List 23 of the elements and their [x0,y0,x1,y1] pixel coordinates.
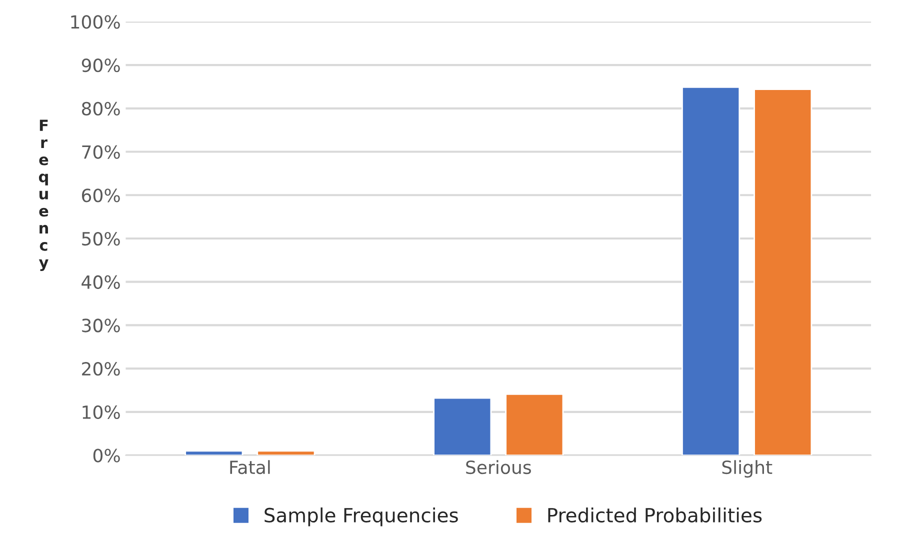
y-tick-label: 50% [82,232,120,246]
y-tick-label: 10% [82,405,120,420]
bar [505,393,564,456]
y-tick-label: 60% [82,188,120,202]
y-tick-label: 20% [82,362,120,376]
bar [433,397,492,456]
legend-label: Sample Frequencies [264,507,458,526]
y-tick-label: 0% [93,448,120,462]
y-tick-label: 90% [82,58,120,72]
y-tick-label: 80% [82,102,120,116]
bar [754,88,812,456]
x-tick-label: Serious [466,460,531,474]
y-tick-label: 70% [82,145,120,159]
y-tick-label: 30% [82,318,120,332]
bar [682,86,740,456]
text: F r e q u e n c y [38,120,48,272]
bar [184,450,244,456]
x-tick-label: Slight [722,460,772,478]
y-tick-label: 100% [71,15,120,29]
y-tick-label: 40% [82,275,120,289]
bar [256,450,316,456]
x-tick-label: Fatal [230,460,270,474]
legend-label: Predicted Probabilities [548,507,762,523]
